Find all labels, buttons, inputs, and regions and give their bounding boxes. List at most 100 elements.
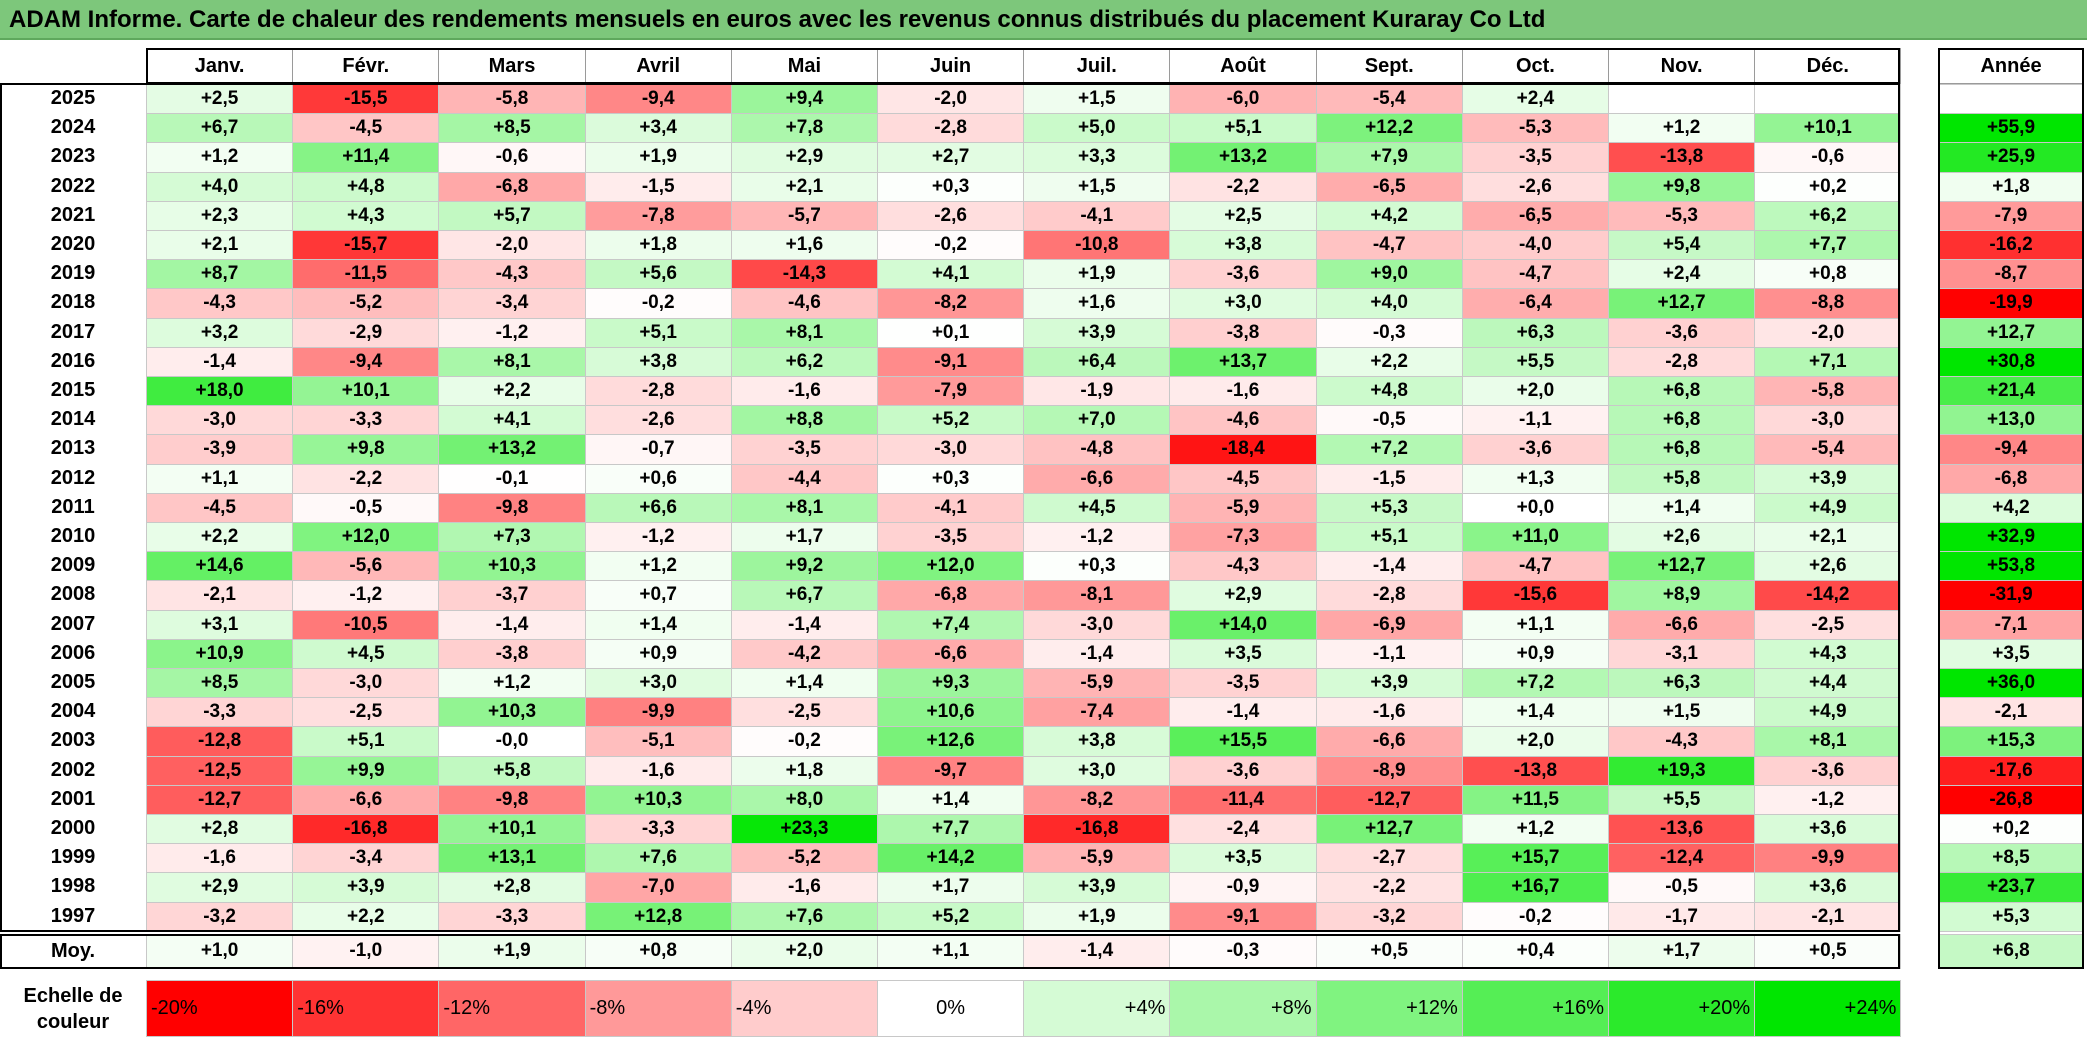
- average-cell: -0,3: [1169, 933, 1317, 969]
- heatmap-cell: -6,9: [1315, 609, 1463, 640]
- annual-cell: +23,7: [1938, 872, 2084, 903]
- annual-cell: +0,2: [1938, 814, 2084, 845]
- heatmap-cell: +9,3: [877, 668, 1025, 699]
- heatmap-cell: -1,6: [1315, 697, 1463, 728]
- heatmap-cell: +12,7: [1608, 551, 1756, 582]
- year-label: 2020: [50, 233, 96, 256]
- heatmap-cell: -5,7: [730, 200, 878, 231]
- heatmap-cell: +6,7: [146, 113, 294, 144]
- heatmap-cell: -0,6: [438, 142, 586, 173]
- heatmap-cell: +2,2: [292, 901, 440, 932]
- annual-cell: +30,8: [1938, 346, 2084, 377]
- year-label: 2010: [50, 525, 96, 548]
- heatmap-cell: +2,9: [146, 872, 294, 903]
- heatmap-cell: -1,6: [146, 843, 294, 874]
- heatmap-cell: +7,6: [730, 901, 878, 932]
- heatmap-cell: +1,7: [730, 522, 878, 553]
- heatmap-cell: -0,1: [438, 463, 586, 494]
- heatmap-cell: +5,1: [1169, 113, 1317, 144]
- heatmap-cell: -3,9: [146, 434, 294, 465]
- heatmap-cell: -13,6: [1608, 814, 1756, 845]
- heatmap-cell: +3,6: [1754, 814, 1902, 845]
- heatmap-cell: +11,0: [1461, 522, 1609, 553]
- month-header: Sept.: [1315, 48, 1463, 84]
- heatmap-cell: -2,1: [146, 580, 294, 611]
- heatmap-cell: +8,1: [730, 317, 878, 348]
- average-label: Moy.: [50, 939, 96, 962]
- annual-cell: +12,7: [1938, 317, 2084, 348]
- heatmap-cell: +4,8: [1315, 376, 1463, 407]
- heatmap-cell: -3,5: [1169, 668, 1317, 699]
- heatmap-cell: -6,6: [1315, 726, 1463, 757]
- month-header: Nov.: [1608, 48, 1756, 84]
- heatmap-cell: +2,9: [730, 142, 878, 173]
- heatmap-cell: +14,6: [146, 551, 294, 582]
- heatmap-cell: +3,9: [1315, 668, 1463, 699]
- heatmap-cell: +3,0: [1169, 288, 1317, 319]
- heatmap-cell: +8,9: [1608, 580, 1756, 611]
- heatmap-cell: -2,5: [730, 697, 878, 728]
- heatmap-cell: -0,2: [584, 288, 732, 319]
- heatmap-cell: -5,1: [584, 726, 732, 757]
- heatmap-cell: +8,0: [730, 784, 878, 815]
- heatmap-cell: +1,4: [1461, 697, 1609, 728]
- heatmap-cell: +7,4: [877, 609, 1025, 640]
- legend-swatch: +12%: [1315, 980, 1463, 1037]
- heatmap-cell: -7,0: [584, 872, 732, 903]
- annual-cell: +25,9: [1938, 142, 2084, 173]
- heatmap-cell: +1,9: [1023, 259, 1171, 290]
- year-label: 2004: [50, 700, 96, 723]
- year-label: 2023: [50, 145, 96, 168]
- heatmap-cell: [1754, 84, 1902, 115]
- heatmap-cell: +0,3: [877, 171, 1025, 202]
- heatmap-cell: +7,1: [1754, 346, 1902, 377]
- annual-cell: +5,3: [1938, 901, 2084, 932]
- annual-cell: -26,8: [1938, 784, 2084, 815]
- chart-title: ADAM Informe. Carte de chaleur des rende…: [0, 0, 2087, 40]
- heatmap-cell: +6,3: [1461, 317, 1609, 348]
- heatmap-cell: -7,9: [877, 376, 1025, 407]
- heatmap-cell: -1,5: [584, 171, 732, 202]
- heatmap-cell: -1,7: [1608, 901, 1756, 932]
- heatmap-cell: +4,1: [438, 405, 586, 436]
- heatmap-cell: +2,2: [146, 522, 294, 553]
- heatmap-cell: -0,7: [584, 434, 732, 465]
- heatmap-cell: +7,2: [1315, 434, 1463, 465]
- average-cell: +0,4: [1461, 933, 1609, 969]
- heatmap-cell: -8,8: [1754, 288, 1902, 319]
- heatmap-cell: -15,6: [1461, 580, 1609, 611]
- heatmap-cell: -9,9: [584, 697, 732, 728]
- average-cell: +1,7: [1608, 933, 1756, 969]
- heatmap-cell: -2,1: [1754, 901, 1902, 932]
- annual-cell: -7,1: [1938, 609, 2084, 640]
- year-label: 2002: [50, 758, 96, 781]
- heatmap-cell: +6,4: [1023, 346, 1171, 377]
- average-cell: +1,1: [877, 933, 1025, 969]
- heatmap-cell: -1,4: [730, 609, 878, 640]
- heatmap-cell: +1,2: [146, 142, 294, 173]
- year-label: 2009: [50, 554, 96, 577]
- heatmap-cell: -4,2: [730, 638, 878, 669]
- heatmap-cell: +0,0: [1461, 492, 1609, 523]
- heatmap-cell: +1,1: [1461, 609, 1609, 640]
- heatmap-cell: +5,5: [1461, 346, 1609, 377]
- month-header: Mai: [730, 48, 878, 84]
- heatmap-cell: -9,1: [1169, 901, 1317, 932]
- heatmap-cell: +10,9: [146, 638, 294, 669]
- heatmap-cell: +1,5: [1608, 697, 1756, 728]
- annual-cell: -6,8: [1938, 463, 2084, 494]
- heatmap-cell: -3,6: [1461, 434, 1609, 465]
- heatmap-cell: +8,1: [438, 346, 586, 377]
- month-header: Avril: [584, 48, 732, 84]
- average-cell: +0,5: [1754, 933, 1902, 969]
- heatmap-cell: -5,4: [1754, 434, 1902, 465]
- heatmap-cell: -4,5: [146, 492, 294, 523]
- heatmap-cell: -1,2: [584, 522, 732, 553]
- heatmap-cell: +9,9: [292, 755, 440, 786]
- heatmap-cell: +1,2: [1461, 814, 1609, 845]
- heatmap-cell: -5,9: [1023, 668, 1171, 699]
- heatmap-cell: +1,9: [1023, 901, 1171, 932]
- heatmap-cell: +3,2: [146, 317, 294, 348]
- heatmap-cell: -3,3: [292, 405, 440, 436]
- heatmap-cell: -0,0: [438, 726, 586, 757]
